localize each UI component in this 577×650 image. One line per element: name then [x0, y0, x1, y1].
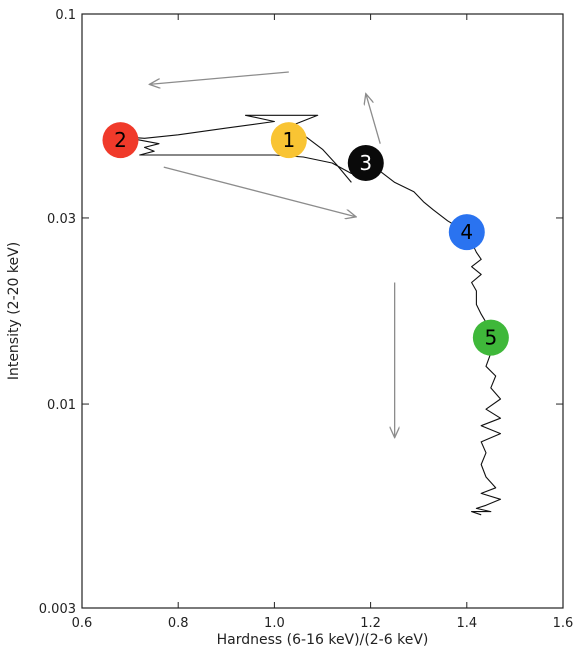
state-marker-5: 5 [472, 319, 509, 356]
state-marker-circle [347, 144, 384, 181]
y-axis-label: Intensity (2-20 keV) [6, 242, 22, 380]
state-marker-circle [102, 122, 139, 159]
state-marker-3: 3 [347, 144, 384, 181]
x-tick-label: 1.2 [360, 616, 381, 631]
track-line [119, 114, 502, 516]
y-axis-ticks: 0.1 0.03 0.01 0.003 [39, 8, 563, 617]
direction-arrow [149, 71, 289, 84]
x-tick-label: 1.6 [553, 616, 574, 631]
state-marker-circle [270, 122, 307, 159]
state-marker-1: 1 [270, 122, 307, 159]
direction-arrow [366, 94, 381, 144]
state-marker-label: 4 [460, 220, 473, 244]
y-tick-label: 0.003 [39, 602, 76, 617]
y-tick-label: 0.01 [47, 398, 76, 413]
series-lines [119, 114, 502, 516]
state-marker-label: 3 [359, 151, 372, 175]
state-markers: 1 2 3 4 5 [102, 122, 509, 356]
state-marker-4: 4 [448, 214, 485, 251]
state-marker-label: 2 [114, 128, 127, 152]
x-tick-label: 1.0 [264, 616, 285, 631]
x-axis-ticks: 0.6 0.8 1.0 1.2 1.4 1.6 [72, 14, 574, 631]
y-tick-label: 0.03 [47, 212, 76, 227]
annotation-arrows [149, 71, 394, 438]
state-marker-circle [472, 319, 509, 356]
direction-arrow [163, 166, 356, 217]
state-marker-label: 5 [484, 326, 497, 350]
x-axis-label: Hardness (6-16 keV)/(2-6 keV) [217, 632, 429, 648]
state-marker-circle [448, 214, 485, 251]
state-marker-2: 2 [102, 122, 139, 159]
x-tick-label: 0.6 [72, 616, 93, 631]
state-marker-label: 1 [282, 128, 295, 152]
x-tick-label: 1.4 [456, 616, 477, 631]
y-tick-label: 0.1 [55, 8, 76, 23]
plot-frame [81, 13, 564, 609]
x-tick-label: 0.8 [168, 616, 189, 631]
